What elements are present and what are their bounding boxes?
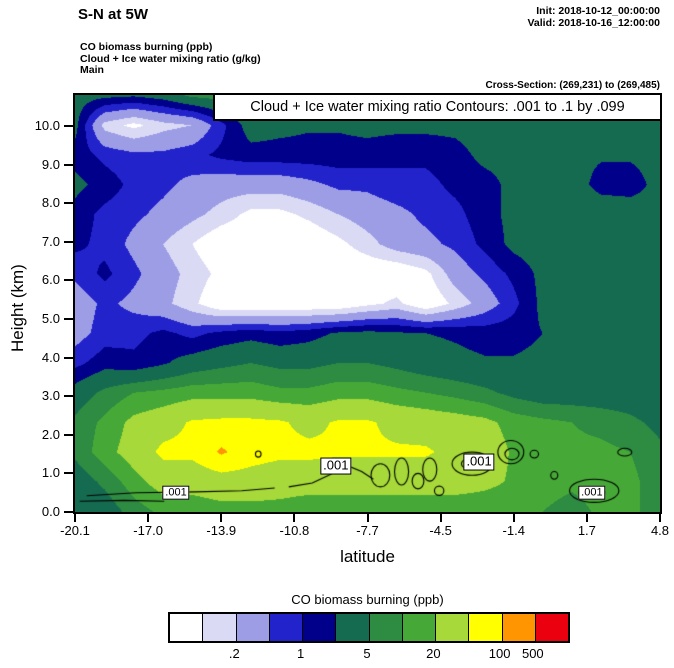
contour-label: .001 <box>463 453 495 471</box>
y-tick-label: 3.0 <box>41 388 60 404</box>
y-tick-label: 2.0 <box>41 426 60 442</box>
x-tick-mark <box>512 514 515 522</box>
colorbar-segment <box>502 614 536 641</box>
colorbar-segment <box>436 614 470 641</box>
x-tick-label: -20.1 <box>60 523 90 538</box>
y-tick-label: 7.0 <box>41 233 60 249</box>
field-list: CO biomass burning (ppb) Cloud + Ice wat… <box>80 41 261 77</box>
colorbar-segment <box>236 614 270 641</box>
x-tick-label: -17.0 <box>133 523 163 538</box>
x-tick-label: -10.8 <box>279 523 310 538</box>
plot-area: Cloud + Ice water mixing ratio Contours:… <box>73 93 662 514</box>
colorbar <box>168 612 570 643</box>
valid-time-label: Valid: 2018-10-16_12:00:00 <box>527 17 660 29</box>
y-tick-mark <box>64 395 73 398</box>
x-tick-mark <box>147 514 150 522</box>
model-name-label: Main <box>80 64 104 76</box>
y-tick-label: 10.0 <box>34 117 60 133</box>
y-tick-label: 5.0 <box>41 310 60 326</box>
x-tick-mark <box>74 514 76 522</box>
colorbar-segment <box>203 614 237 641</box>
y-tick-mark <box>64 124 73 127</box>
colorbar-tick-label: .2 <box>228 646 240 661</box>
colorbar-segment <box>269 614 303 641</box>
colorbar-segment <box>170 614 204 641</box>
y-tick-label: 6.0 <box>41 272 60 288</box>
colorbar-tick-label: 1 <box>297 646 305 661</box>
x-tick-mark <box>659 514 661 522</box>
x-tick-label: -4.5 <box>429 523 452 538</box>
x-tick-label: -1.4 <box>502 523 525 538</box>
y-tick-label: 8.0 <box>41 195 60 211</box>
x-tick-mark <box>439 514 442 522</box>
colorbar-segment <box>303 614 337 641</box>
y-tick-mark <box>64 433 73 436</box>
y-tick-label: 4.0 <box>41 349 60 365</box>
x-tick-mark <box>293 514 296 522</box>
colorbar-title: CO biomass burning (ppb) <box>291 592 444 607</box>
contour-canvas <box>75 95 660 512</box>
y-tick-label: 9.0 <box>41 156 60 172</box>
colorbar-tick-label: 20 <box>426 646 441 661</box>
run-times: Init: 2018-10-12_00:00:00 Valid: 2018-10… <box>527 5 660 29</box>
y-tick-mark <box>64 472 73 475</box>
y-tick-label: 0.0 <box>41 504 60 519</box>
x-axis-label: latitude <box>340 547 395 566</box>
colorbar-segment <box>369 614 403 641</box>
x-tick-label: -13.9 <box>206 523 237 538</box>
init-time-label: Init: 2018-10-12_00:00:00 <box>536 5 660 17</box>
y-tick-mark <box>64 163 73 166</box>
x-tick-mark <box>366 514 369 522</box>
colorbar-segment <box>402 614 436 641</box>
contour-label: .001 <box>162 485 190 501</box>
contour-label: .001 <box>578 485 606 501</box>
x-tick-label: 1.7 <box>577 523 596 538</box>
colorbar-segment <box>336 614 370 641</box>
y-tick-label: 1.0 <box>41 465 60 481</box>
colorbar-segment <box>469 614 503 641</box>
y-tick-mark <box>64 317 73 320</box>
contour-title-banner: Cloud + Ice water mixing ratio Contours:… <box>213 95 660 121</box>
y-tick-mark <box>64 279 73 282</box>
page-title: S-N at 5W <box>78 6 149 23</box>
y-tick-mark <box>64 511 73 513</box>
x-tick-mark <box>585 514 588 522</box>
x-tick-label: -7.7 <box>356 523 379 538</box>
colorbar-tick-label: 5 <box>363 646 371 661</box>
colorbar-tick-label: 500 <box>521 646 544 661</box>
colorbar-segment <box>535 614 568 641</box>
x-tick-mark <box>220 514 223 522</box>
field-name-overlay: Cloud + Ice water mixing ratio (g/kg) <box>80 52 261 65</box>
y-tick-mark <box>64 240 73 243</box>
y-tick-mark <box>64 202 73 205</box>
y-tick-mark <box>64 356 73 359</box>
x-tick-label: 4.8 <box>650 523 670 538</box>
colorbar-tick-label: 100 <box>488 646 511 661</box>
field-name-primary: CO biomass burning (ppb) <box>80 41 213 53</box>
cross-section-label: Cross-Section: (269,231) to (269,485) <box>485 80 660 91</box>
contour-label: .001 <box>320 457 352 475</box>
